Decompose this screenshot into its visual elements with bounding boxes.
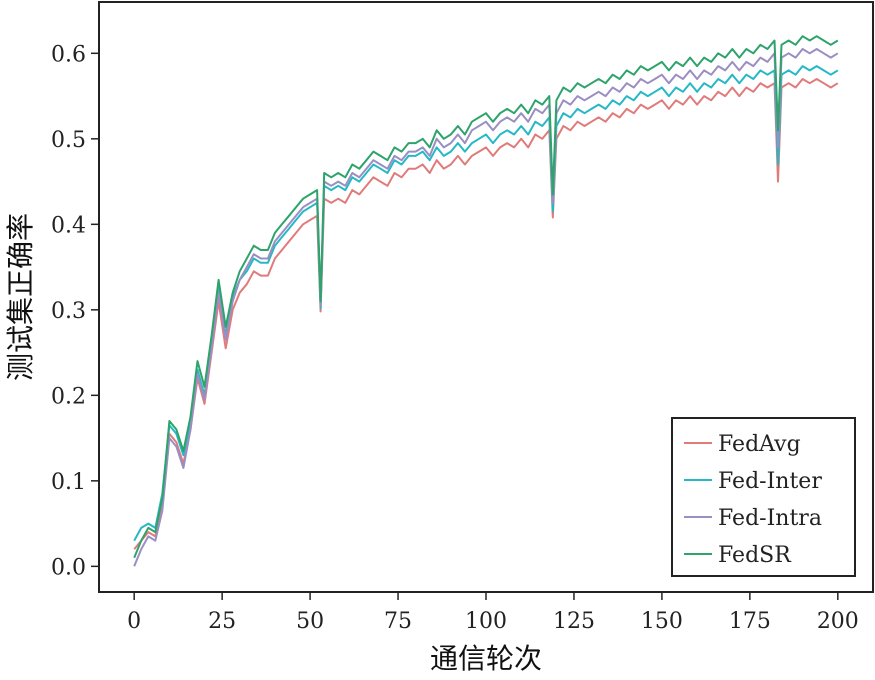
legend-items: FedAvg Fed-Inter Fed-Intra FedSR <box>684 432 822 568</box>
legend-box <box>671 417 856 577</box>
y-tick-label: 0.6 <box>51 42 86 67</box>
legend: FedAvg Fed-Inter Fed-Intra FedSR <box>671 417 856 577</box>
x-tick-label: 200 <box>817 609 859 634</box>
y-tick-label: 0.4 <box>51 213 86 238</box>
legend-label-fedavg: FedAvg <box>718 432 801 457</box>
series-line-fed-intra <box>133 48 839 567</box>
x-axis-title: 通信轮次 <box>430 642 542 675</box>
y-axis-title: 测试集正确率 <box>4 213 37 381</box>
series-line-fed-inter <box>133 65 839 542</box>
x-tick-label: 75 <box>384 609 412 634</box>
y-tick-label: 0.1 <box>51 470 86 495</box>
x-tick-label: 125 <box>553 609 595 634</box>
series-group <box>133 35 839 567</box>
x-tick-label: 100 <box>465 609 507 634</box>
legend-label-fed-inter: Fed-Inter <box>718 469 822 494</box>
legend-label-fedsr: FedSR <box>718 543 792 568</box>
series-line-fedavg <box>133 78 839 550</box>
y-tick-label: 0.2 <box>51 384 86 409</box>
y-tick-label: 0.3 <box>51 299 86 324</box>
x-tick-label: 150 <box>641 609 683 634</box>
y-tick-label: 0.0 <box>51 555 86 580</box>
x-tick-label: 50 <box>296 609 324 634</box>
legend-label-fed-intra: Fed-Intra <box>718 506 822 531</box>
y-axis-ticks: 0.0 0.1 0.2 0.3 0.4 0.5 0.6 <box>51 42 99 580</box>
series-line-fedsr <box>133 35 839 559</box>
x-tick-label: 175 <box>729 609 771 634</box>
x-tick-label: 0 <box>127 609 141 634</box>
y-tick-label: 0.5 <box>51 128 86 153</box>
x-axis-ticks: 0 25 50 75 100 125 150 175 200 <box>127 592 859 634</box>
x-tick-label: 25 <box>208 609 236 634</box>
